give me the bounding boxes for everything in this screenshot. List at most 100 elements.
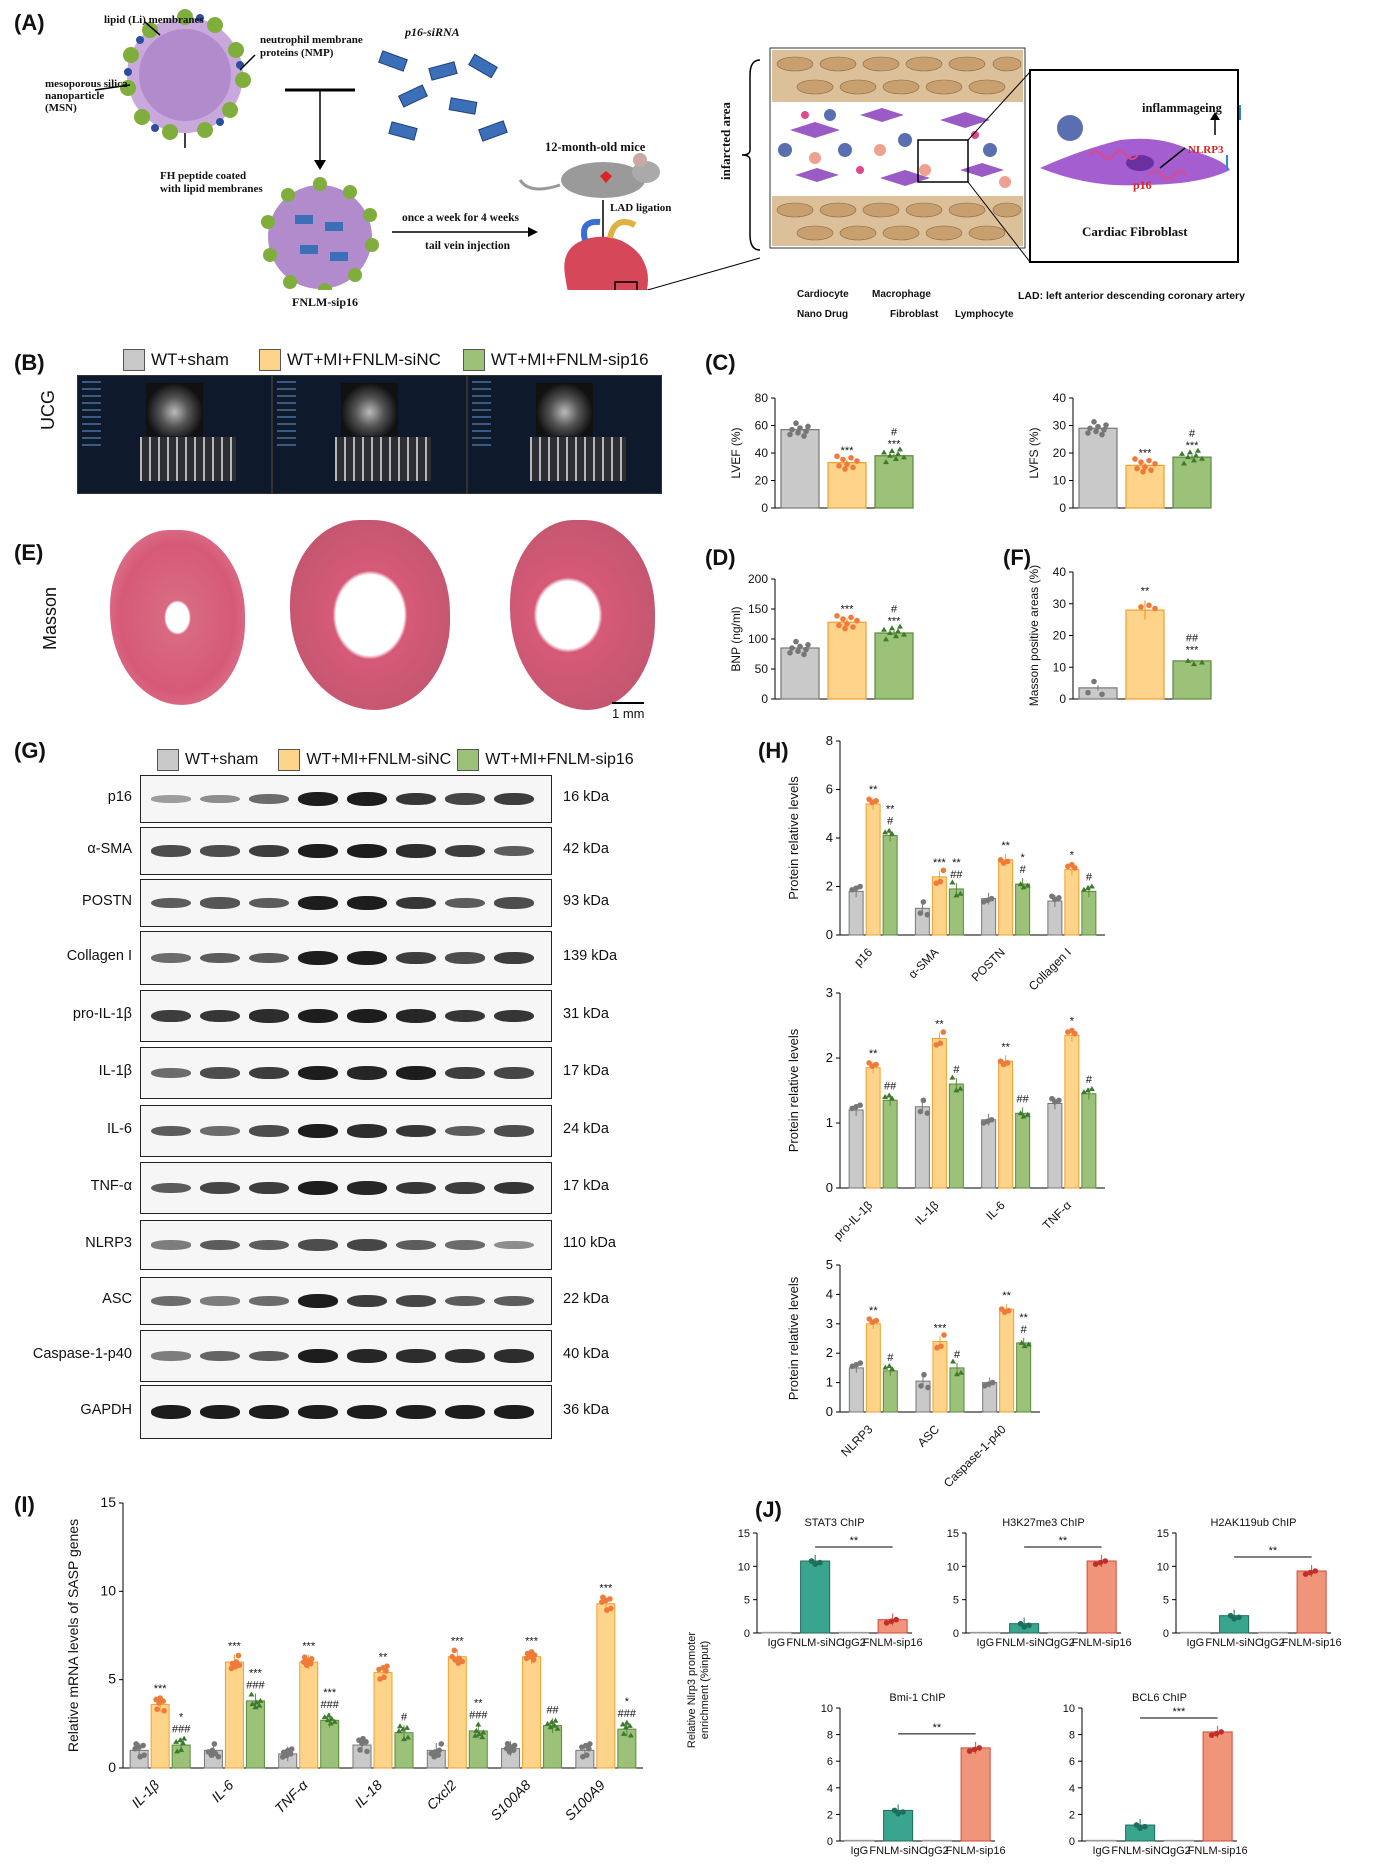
chart-C1-point (801, 433, 807, 439)
chart-D-bar (780, 647, 820, 700)
chart-J3-xtick-label: IgG (1187, 1637, 1205, 1649)
chart-J3-point (1302, 1571, 1309, 1577)
chart-C1-sig: # (891, 427, 898, 439)
panel-label-c: (C) (705, 350, 736, 375)
chart-I-point (321, 1714, 328, 1720)
chart-I-point (456, 1655, 463, 1662)
chart-J2-xtick-label: FNLM-sip16 (1072, 1637, 1132, 1649)
chart-I-point (436, 1747, 443, 1754)
blot-kda-0: 16 kDa (563, 789, 609, 805)
chart-C2-point (1152, 460, 1158, 467)
legend-blot: WT+sham WT+MI+FNLM-siNC WT+MI+FNLM-sip16 (157, 749, 634, 771)
blot-label-0: p16 (107, 789, 132, 805)
chart-J3-ytick-label: 15 (1157, 1528, 1169, 1540)
chart-I-ytick-label: 0 (108, 1759, 116, 1775)
chart-C2-sig: *** (1139, 448, 1153, 460)
chart-H2-bar (998, 1060, 1014, 1189)
blot-band (347, 896, 387, 910)
chart-J3-title: H2AK119ub ChIP (1210, 1517, 1296, 1529)
chart-H1-point (873, 798, 879, 804)
blot-band (445, 1295, 485, 1307)
chart-H2-bar (981, 1119, 997, 1189)
chart-J3-point (1307, 1569, 1314, 1576)
chart-J3-point (1227, 1612, 1234, 1619)
blot-band (298, 1066, 338, 1080)
chart-J5-point (1142, 1823, 1148, 1830)
blot-kda-3: 139 kDa (563, 948, 618, 964)
chart-H1-bar (1081, 890, 1097, 936)
chart-C2-ytick-label: 40 (1053, 391, 1067, 405)
chart-H1-point (866, 796, 872, 803)
chart-H1-point (917, 910, 924, 916)
chart-I-xtick-label: IL-18 (351, 1777, 385, 1811)
chart-C1-sig: *** (841, 445, 855, 457)
echo-image-sinc (272, 375, 467, 494)
chart-I-point (308, 1656, 315, 1662)
chart-H3-point (998, 1306, 1005, 1312)
chart-J5-bar (1086, 1839, 1117, 1842)
chart-J2-xtick-label: IgG2 (1051, 1637, 1075, 1649)
chart-J4-ytick-label: 6 (827, 1756, 833, 1768)
chart-J5-ytick-label: 8 (1069, 1730, 1075, 1742)
chart-C2-point (1195, 447, 1201, 453)
chart-I-bar (522, 1656, 542, 1769)
chart-I-point (475, 1721, 482, 1727)
legend-top: WT+sham WT+MI+FNLM-siNC WT+MI+FNLM-sip16 (123, 349, 649, 371)
chart-I-sig: ** (379, 1651, 388, 1663)
chart-J2-ytick-label: 15 (947, 1528, 959, 1540)
chart-C1-bar (874, 455, 914, 509)
chart-H3-ytick-label: 1 (826, 1375, 833, 1390)
blot-band (249, 1009, 289, 1023)
chart-H2-ytick-label: 3 (826, 985, 833, 1000)
chart-D-bar (827, 621, 867, 700)
chart-J1-ytick-label: 5 (744, 1595, 750, 1607)
blot-band (151, 795, 191, 803)
blot-band (347, 1239, 387, 1251)
chart-C2-ytick-label: 10 (1053, 474, 1067, 488)
blot-kda-2: 93 kDa (563, 893, 609, 909)
chart-H1-xtick-label: α-SMA (905, 945, 941, 981)
chart-C1-ylabel: LVEF (%) (729, 427, 743, 478)
blot-band (249, 1125, 289, 1137)
chart-I-point (324, 1717, 331, 1723)
blot-band (151, 1240, 191, 1250)
blot-strip-6 (140, 1105, 552, 1157)
chart-H3-point (958, 1369, 964, 1375)
chart-I-sig: *** (249, 1668, 263, 1680)
chart-I-point (479, 1734, 486, 1740)
chart-I-bar (245, 1700, 265, 1769)
chart-J2-point (1017, 1620, 1024, 1627)
chart-I-ytick-label: 5 (108, 1671, 116, 1687)
chart-I-sig: ### (321, 1699, 340, 1711)
chart-D-point (842, 625, 848, 632)
chart-H3-ytick-label: 4 (826, 1286, 833, 1301)
blot-band (445, 844, 485, 858)
chart-I-point (209, 1747, 216, 1754)
chart-H2-ytick-label: 0 (826, 1180, 833, 1195)
chart-H1-point (924, 911, 931, 918)
echo-image-sham (77, 375, 272, 494)
chart-J1-xtick-label: FNLM-siNC (786, 1637, 843, 1649)
chart-H1-point (882, 829, 889, 835)
chart-C2-point (1193, 452, 1199, 458)
inflammageing-label: inflammageing (1142, 101, 1222, 115)
blot-band (200, 1350, 240, 1362)
chart-H2-bar (882, 1099, 898, 1189)
blot-band (445, 1181, 485, 1195)
chart-J4-point (971, 1746, 978, 1753)
chart-F-sig: *** (1186, 645, 1200, 657)
chart-H3-point (925, 1384, 931, 1391)
chart-H2-sig: ** (1001, 1041, 1010, 1053)
panel-label-d: (D) (705, 545, 736, 570)
chart-H2-bar (1064, 1034, 1080, 1189)
chart-H1-point (1020, 884, 1027, 890)
legend-swatch-sip16 (462, 349, 485, 371)
chart-J3-bar (1180, 1631, 1211, 1634)
chart-J1-point (817, 1559, 823, 1566)
chart-H3-point (1018, 1339, 1025, 1345)
chart-I-point (544, 1721, 551, 1726)
chart-J2-ytick-label: 10 (947, 1561, 959, 1573)
chart-I-point (157, 1695, 163, 1701)
blot-band (494, 1067, 534, 1079)
chart-I-point (249, 1701, 256, 1707)
